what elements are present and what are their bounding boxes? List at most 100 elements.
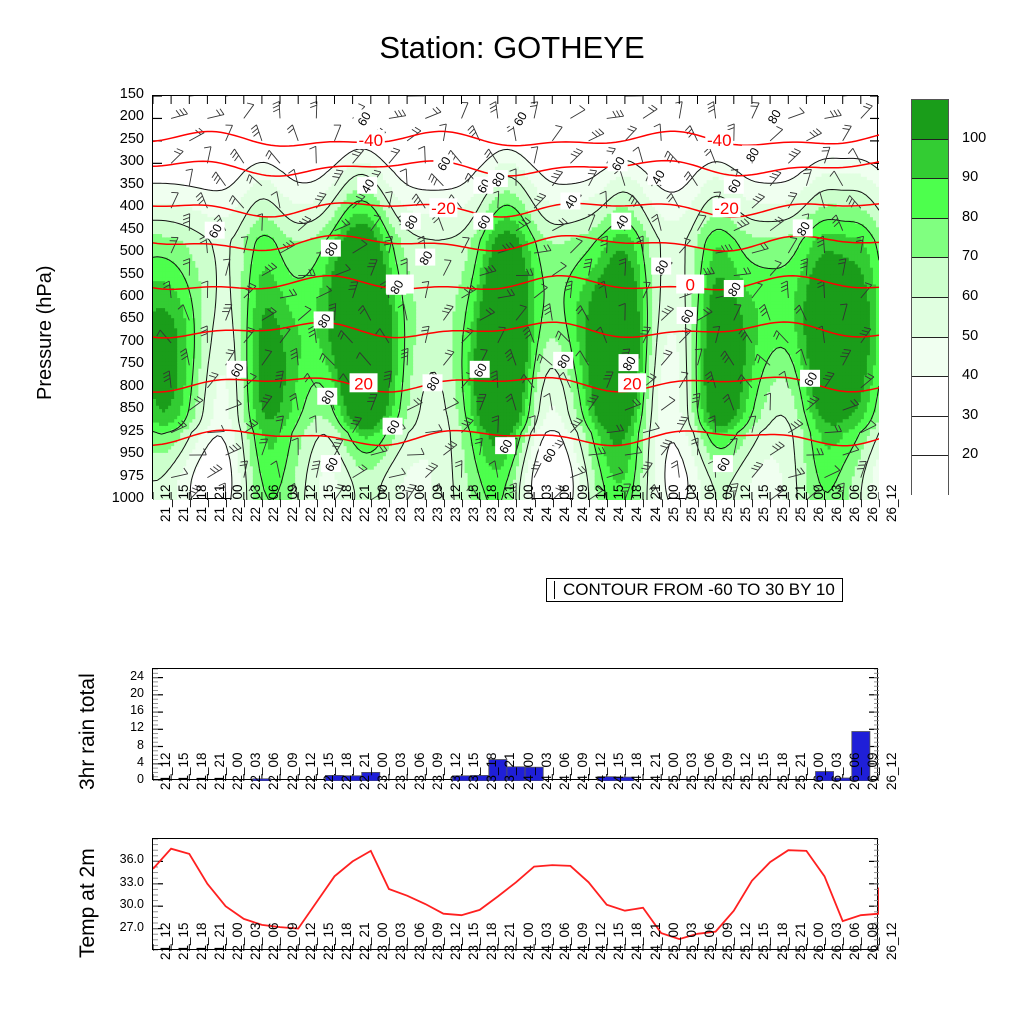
colorbar-tick-label: 80 bbox=[962, 209, 978, 225]
rh-contour-label: 80 bbox=[322, 240, 341, 259]
time-tick-label: 25_21 bbox=[793, 922, 808, 960]
time-tick-label: 24_00 bbox=[521, 922, 536, 960]
temp-svg bbox=[153, 839, 879, 951]
colorbar-band bbox=[912, 377, 948, 417]
time-tick-label: 22_03 bbox=[248, 484, 263, 522]
time-tick-label: 24_18 bbox=[629, 484, 644, 522]
time-tick-label: 22_21 bbox=[357, 752, 372, 790]
time-tick-label: 23_00 bbox=[375, 484, 390, 522]
page-title: Station: GOTHEYE bbox=[0, 30, 1024, 66]
time-tick-label: 24_03 bbox=[539, 484, 554, 522]
temp-line bbox=[153, 847, 879, 941]
rh-contour-label: 60 bbox=[471, 361, 490, 380]
rh-contour-label: 60 bbox=[435, 154, 454, 173]
rain-tick-label: 24 bbox=[112, 669, 144, 683]
time-tick-label: 24_06 bbox=[557, 922, 572, 960]
time-tick-label: 26_00 bbox=[811, 752, 826, 790]
time-tick-label: 23_03 bbox=[393, 484, 408, 522]
time-tick-label: 23_00 bbox=[375, 922, 390, 960]
time-tick-label: 26_12 bbox=[884, 752, 899, 790]
time-tick-label: 25_06 bbox=[702, 922, 717, 960]
time-tick-label: 26_09 bbox=[865, 484, 880, 522]
time-tick-label: 22_15 bbox=[321, 752, 336, 790]
time-tick-label: 25_15 bbox=[756, 484, 771, 522]
pressure-tick-label: 550 bbox=[90, 266, 144, 282]
time-tick-label: 21_12 bbox=[158, 922, 173, 960]
time-tick-label: 26_06 bbox=[847, 752, 862, 790]
rain-plot bbox=[152, 668, 879, 781]
temperature-isotherms bbox=[153, 130, 879, 447]
temp-tick-label: 33.0 bbox=[98, 875, 144, 889]
time-tick-label: 24_18 bbox=[629, 752, 644, 790]
pressure-tick-label: 700 bbox=[90, 333, 144, 349]
time-tick-label: 25_03 bbox=[684, 752, 699, 790]
time-tick-label: 23_09 bbox=[430, 752, 445, 790]
rh-contour-label: 40 bbox=[613, 213, 632, 232]
time-tick-label: 24_09 bbox=[575, 752, 590, 790]
time-tick-label: 26_09 bbox=[865, 752, 880, 790]
time-tick-label: 24_09 bbox=[575, 484, 590, 522]
time-tick-label: 23_09 bbox=[430, 484, 445, 522]
time-tick-label: 25_15 bbox=[756, 752, 771, 790]
time-tick-label: 24_21 bbox=[648, 484, 663, 522]
time-tick-label: 23_03 bbox=[393, 922, 408, 960]
time-tick-label: 23_09 bbox=[430, 922, 445, 960]
time-tick-label: 22_15 bbox=[321, 922, 336, 960]
time-tick-label: 22_12 bbox=[303, 752, 318, 790]
time-tick-label: 23_18 bbox=[484, 922, 499, 960]
pressure-tick-label: 750 bbox=[90, 355, 144, 371]
time-tick-label: 23_06 bbox=[412, 484, 427, 522]
time-tick-label: 26_12 bbox=[884, 922, 899, 960]
time-tick-label: 26_12 bbox=[884, 484, 899, 522]
time-tick-label: 25_03 bbox=[684, 484, 699, 522]
colorbar-band bbox=[912, 218, 948, 259]
temp-plot bbox=[152, 838, 879, 951]
rh-contour-label: 40 bbox=[562, 192, 581, 211]
pressure-tick-label: 200 bbox=[90, 108, 144, 124]
rain-tick-label: 16 bbox=[112, 703, 144, 717]
temp-tick-label: 27.0 bbox=[98, 920, 144, 934]
rh-contour-label: 40 bbox=[649, 168, 668, 187]
colorbar-band bbox=[912, 179, 948, 219]
contour-caption: CONTOUR FROM -60 TO 30 BY 10 bbox=[546, 578, 843, 602]
time-tick-label: 24_09 bbox=[575, 922, 590, 960]
time-tick-label: 23_15 bbox=[466, 752, 481, 790]
rh-contour-label: 60 bbox=[206, 222, 225, 241]
time-tick-label: 25_03 bbox=[684, 922, 699, 960]
time-tick-label: 25_09 bbox=[720, 922, 735, 960]
rh-contour-label: 60 bbox=[384, 418, 403, 437]
time-tick-label: 24_03 bbox=[539, 752, 554, 790]
time-tick-label: 21_18 bbox=[194, 484, 209, 522]
time-tick-label: 26_03 bbox=[829, 484, 844, 522]
cross-section-svg: -40-40-20-200020206080806060408080806060… bbox=[153, 96, 879, 500]
rain-svg bbox=[153, 669, 879, 781]
rain-bar bbox=[252, 778, 272, 781]
colorbar-band bbox=[912, 139, 948, 180]
colorbar-tick-label: 90 bbox=[962, 169, 978, 185]
time-tick-label: 23_12 bbox=[448, 484, 463, 522]
rh-contour-label: 80 bbox=[489, 170, 508, 189]
time-tick-label: 24_21 bbox=[648, 752, 663, 790]
rh-contour-label: 80 bbox=[315, 311, 334, 330]
contour-labels: -40-40-20-200020206080806060408080806060… bbox=[204, 107, 820, 474]
time-tick-label: 21_15 bbox=[176, 484, 191, 522]
rh-contour-label: 80 bbox=[319, 388, 338, 407]
rh-contour-label: 60 bbox=[322, 455, 341, 474]
rain-bar bbox=[815, 771, 835, 781]
time-tick-label: 23_15 bbox=[466, 922, 481, 960]
rain-tick-label: 12 bbox=[112, 720, 144, 734]
time-tick-label: 26_09 bbox=[865, 922, 880, 960]
time-tick-label: 24_06 bbox=[557, 752, 572, 790]
temp-tick-label: 30.0 bbox=[98, 897, 144, 911]
time-tick-label: 24_06 bbox=[557, 484, 572, 522]
time-tick-label: 26_00 bbox=[811, 922, 826, 960]
time-tick-label: 25_18 bbox=[775, 752, 790, 790]
time-tick-label: 24_18 bbox=[629, 922, 644, 960]
colorbar-band bbox=[912, 258, 948, 298]
time-tick-label: 23_00 bbox=[375, 752, 390, 790]
rh-contour-label: 80 bbox=[765, 107, 784, 126]
time-tick-label: 22_18 bbox=[339, 484, 354, 522]
time-tick-label: 25_18 bbox=[775, 484, 790, 522]
time-tick-label: 25_06 bbox=[702, 752, 717, 790]
